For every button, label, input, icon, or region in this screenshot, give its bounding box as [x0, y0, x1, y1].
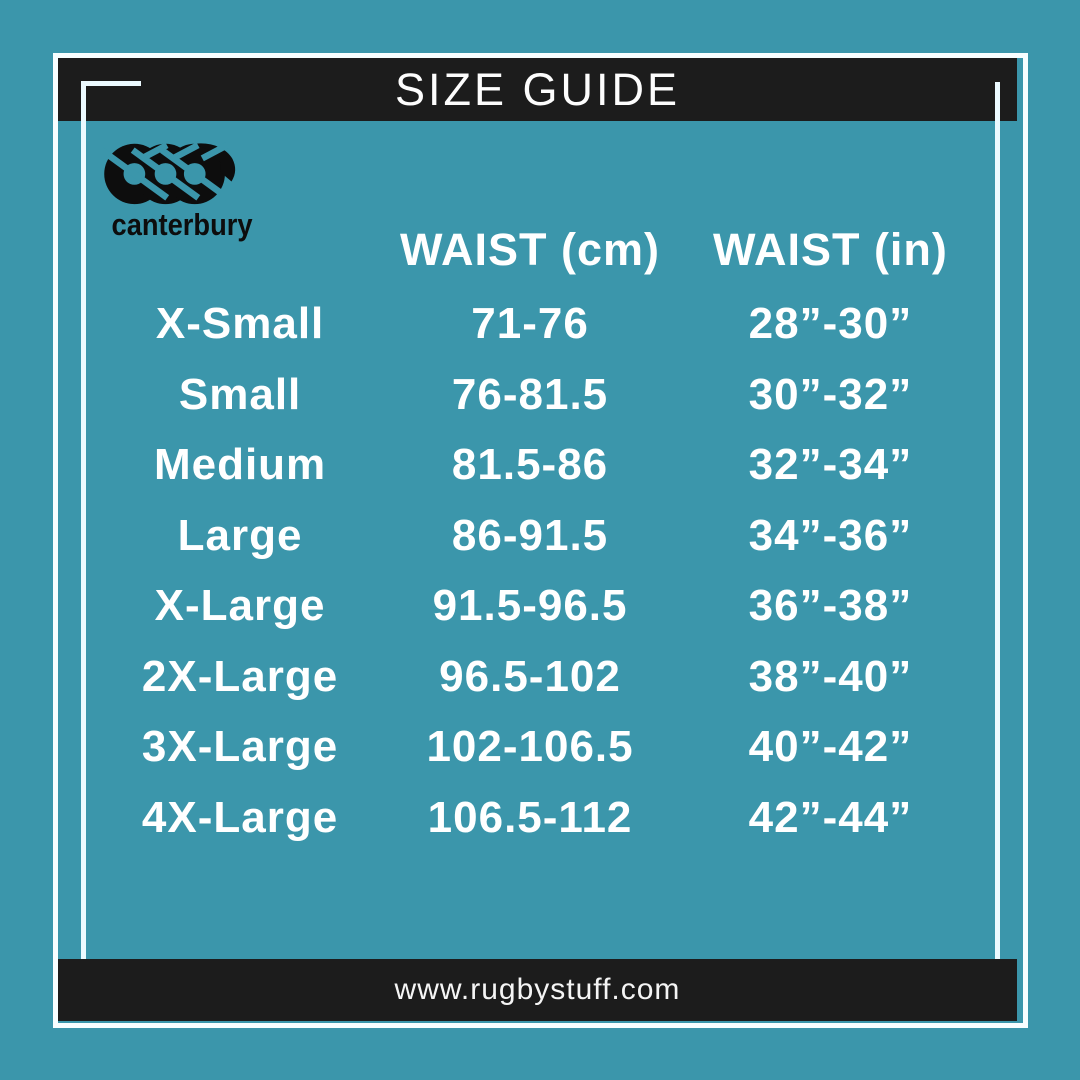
accent-line-right [995, 82, 1000, 1000]
table-row: Medium 81.5-86 32”-34” [86, 430, 995, 501]
table-row: 4X-Large 106.5-112 42”-44” [86, 783, 995, 854]
waist-cm-cell: 76-81.5 [451, 369, 609, 419]
waist-in-cell: 32”-34” [748, 440, 913, 490]
waist-cm-cell: 106.5-112 [427, 792, 633, 842]
size-label-cell: 4X-Large [141, 792, 339, 842]
size-label-cell: Large [177, 510, 303, 560]
outer-frame [53, 53, 1028, 1028]
canterbury-ccc-icon [103, 142, 236, 205]
size-label-cell: Small [178, 369, 302, 419]
waist-cm-cell: 86-91.5 [451, 510, 609, 560]
title-bar: SIZE GUIDE [58, 58, 1017, 121]
waist-in-cell: 30”-32” [748, 369, 913, 419]
size-label-cell: X-Large [154, 581, 326, 631]
waist-in-cell: 28”-30” [748, 299, 913, 349]
table-header-row: WAIST (cm) WAIST (in) [86, 218, 995, 282]
waist-cm-cell: 102-106.5 [426, 722, 634, 772]
table-row: 2X-Large 96.5-102 38”-40” [86, 642, 995, 713]
size-label-cell: 2X-Large [141, 651, 339, 701]
accent-line-top-stub [81, 81, 141, 86]
size-table-body: X-Small 71-76 28”-30” Small 76-81.5 30”-32” Me… [86, 289, 995, 853]
size-guide-title: SIZE GUIDE [394, 63, 681, 115]
accent-line-left [81, 81, 86, 997]
size-label-cell: X-Small [155, 299, 325, 349]
waist-cm-header: WAIST (cm) [400, 224, 661, 275]
waist-in-cell: 36”-38” [748, 581, 913, 631]
table-row: X-Large 91.5-96.5 36”-38” [86, 571, 995, 642]
table-row: Large 86-91.5 34”-36” [86, 501, 995, 572]
waist-in-cell: 34”-36” [748, 510, 913, 560]
table-row: 3X-Large 102-106.5 40”-42” [86, 712, 995, 783]
footer-bar: www.rugbystuff.com [58, 959, 1017, 1021]
size-table: WAIST (cm) WAIST (in) X-Small 71-76 28”-30… [86, 218, 995, 853]
table-row: Small 76-81.5 30”-32” [86, 360, 995, 431]
waist-cm-cell: 96.5-102 [439, 651, 621, 701]
canterbury-wordmark: canterbury [111, 207, 253, 242]
waist-in-cell: 38”-40” [748, 651, 913, 701]
waist-cm-cell: 91.5-96.5 [432, 581, 628, 631]
waist-in-cell: 42”-44” [748, 792, 913, 842]
waist-cm-cell: 81.5-86 [451, 440, 609, 490]
canterbury-logo: canterbury [103, 140, 253, 243]
waist-in-cell: 40”-42” [748, 722, 913, 772]
size-label-cell: 3X-Large [141, 722, 339, 772]
waist-in-header: WAIST (in) [712, 224, 948, 275]
size-label-cell: Medium [153, 440, 327, 490]
waist-cm-cell: 71-76 [471, 299, 589, 349]
table-row: X-Small 71-76 28”-30” [86, 289, 995, 360]
website-url: www.rugbystuff.com [394, 973, 681, 1006]
